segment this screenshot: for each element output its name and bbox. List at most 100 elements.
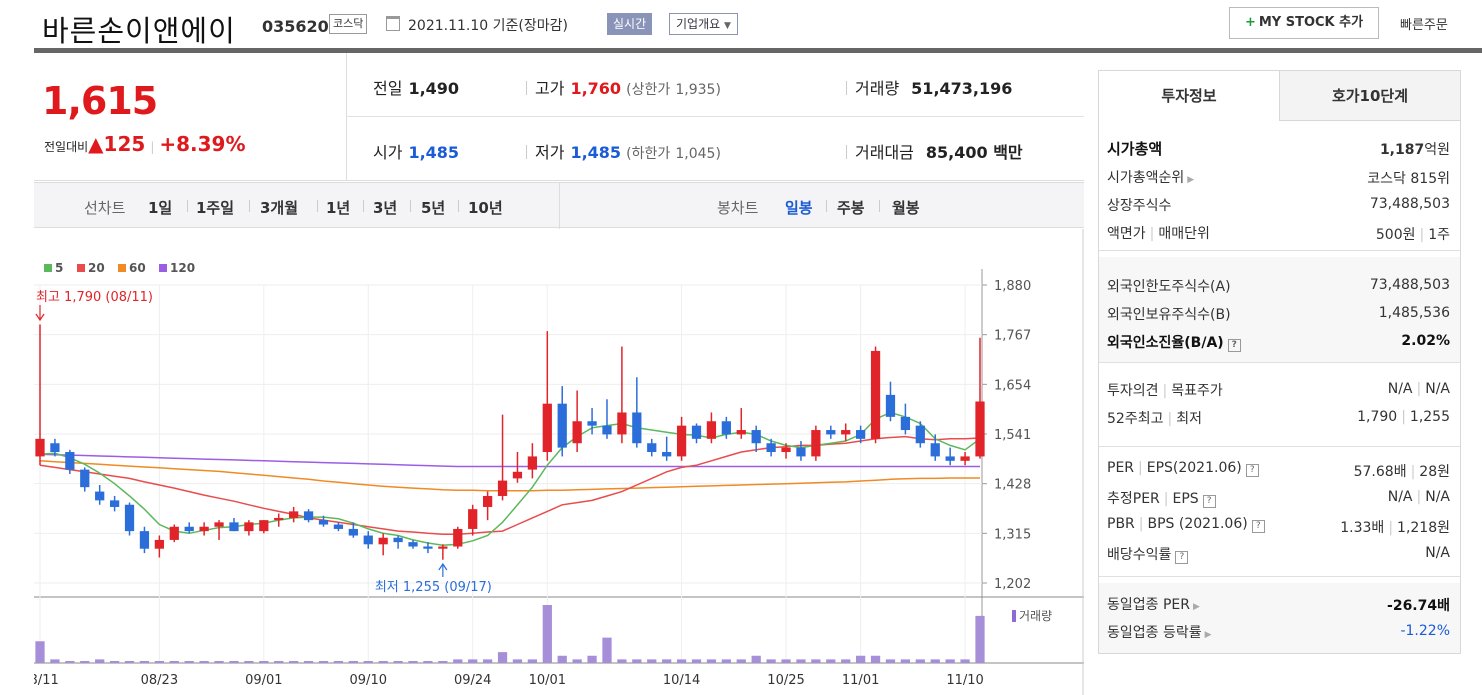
- volume-bar: [527, 659, 538, 663]
- chart-svg: 08/11 08/23 09/01 09/10 09/24 10/01 10/14 10/25…: [21, 229, 1084, 695]
- dividend-label: 배당수익률?: [1107, 544, 1189, 564]
- tab-investment-info[interactable]: 투자정보: [1099, 71, 1279, 121]
- candle-body: [632, 412, 642, 444]
- par-unit-value: 500원 | 1주: [1375, 227, 1450, 243]
- volume-bar: [259, 661, 269, 663]
- tab-10year[interactable]: 10년: [468, 199, 503, 217]
- rank-label: 시가총액순위 ▶: [1107, 170, 1195, 186]
- quick-order-link[interactable]: 빠른주문: [1400, 18, 1448, 33]
- volume-legend-label: 거래량: [1019, 609, 1052, 623]
- help-icon[interactable]: ?: [1202, 495, 1216, 508]
- market-cap-label: 시가총액: [1107, 140, 1163, 158]
- help-icon[interactable]: ?: [1227, 339, 1241, 352]
- candle-body: [706, 421, 717, 439]
- corp-info-dropdown[interactable]: 기업개요 ▼: [669, 13, 738, 35]
- volume-bar: [512, 659, 523, 663]
- opinion-group: 투자의견 | 목표주가 N/A | N/A 52주최고 | 최저 1,790 | 1,255: [1099, 369, 1460, 447]
- candle-chart[interactable]: 08/11 08/23 09/01 09/10 09/24 10/01 10/14 10/25…: [21, 229, 1084, 695]
- current-price: 1,615: [42, 79, 158, 123]
- line-chart-label: 선차트: [84, 199, 126, 217]
- volume-bar: [423, 661, 433, 663]
- help-icon[interactable]: ?: [1245, 464, 1259, 477]
- candle-body: [453, 528, 463, 547]
- candle-body: [751, 430, 761, 444]
- volume-bar: [169, 661, 179, 663]
- volume-legend-swatch: [1012, 610, 1016, 622]
- candle-body: [50, 443, 60, 453]
- tab-monthly[interactable]: 월봉: [892, 199, 920, 217]
- y-tick-label: 1,880: [994, 279, 1031, 294]
- candle-body: [482, 495, 493, 507]
- market-badge: 코스닥: [329, 14, 368, 34]
- candle-body: [423, 546, 433, 549]
- candle-body: [363, 535, 373, 545]
- tab-1year[interactable]: 1년: [326, 199, 351, 217]
- candle-body: [199, 526, 209, 532]
- help-icon[interactable]: ?: [1175, 551, 1189, 564]
- candle-body: [542, 403, 552, 453]
- x-tick-label: 08/11: [34, 673, 59, 688]
- price-summary: 1,615 전일대비▲125 | +8.39% 전일 1,490 고가 1,760 (상…: [34, 53, 1084, 181]
- volume-bar: [95, 659, 105, 663]
- realtime-button[interactable]: 실시간: [607, 13, 653, 35]
- tab-daily[interactable]: 일봉: [785, 199, 813, 217]
- eper-label: 추정PER | EPS?: [1107, 488, 1216, 508]
- volume-bar: [751, 655, 761, 663]
- help-icon[interactable]: ?: [1251, 520, 1265, 533]
- shares-value: 73,488,503: [1369, 196, 1450, 212]
- volume-bar: [945, 659, 955, 663]
- volume-bar: [393, 661, 403, 663]
- trade-amount: 거래대금 85,400 백만: [846, 139, 1023, 163]
- tab-3month[interactable]: 3개월: [260, 199, 299, 217]
- foreign-hold-value: 1,485,536: [1378, 305, 1450, 321]
- chevron-down-icon: ▼: [724, 21, 731, 31]
- sector-per-value: -26.74배: [1387, 598, 1450, 614]
- tab-3year[interactable]: 3년: [373, 199, 398, 217]
- foreign-ratio-label: 외국인소진율(B/A)?: [1107, 332, 1241, 352]
- volume-bar: [900, 659, 911, 663]
- candle-body: [826, 430, 836, 435]
- volume-bar: [363, 661, 373, 663]
- x-tick-label: 11/10: [946, 673, 983, 688]
- low-annotation: 최저 1,255 (09/17): [375, 580, 492, 595]
- y-tick-label: 1,202: [994, 577, 1031, 592]
- pbr-value: 1.33배 | 1,218원: [1340, 520, 1450, 536]
- volume-bar: [124, 661, 135, 663]
- tab-1day[interactable]: 1일: [148, 199, 173, 217]
- candle-body: [497, 480, 508, 496]
- par-unit-label: 액면가 | 매매단위: [1107, 226, 1210, 242]
- volume-bar: [35, 641, 45, 663]
- stock-name: 바른손이앤에이: [42, 14, 236, 48]
- legend-swatch: [159, 264, 167, 272]
- volume-bar: [662, 659, 672, 663]
- x-tick-label: 10/01: [529, 673, 566, 688]
- my-stock-add-button[interactable]: + MY STOCK 추가: [1229, 7, 1379, 39]
- dividend-value: N/A: [1425, 545, 1450, 561]
- volume-bar: [930, 659, 940, 663]
- change-percent: +8.39%: [159, 132, 246, 156]
- plus-icon: +: [1244, 15, 1256, 30]
- volume-bar: [214, 661, 224, 663]
- candle-body: [721, 421, 731, 435]
- volume-bar: [154, 661, 164, 663]
- volume-bar: [796, 659, 806, 663]
- stock-header: 바른손이앤에이 035620 코스닥 2021.11.10 기준(장마감) 실시…: [0, 0, 1482, 50]
- volume-bar: [870, 655, 881, 663]
- sector-group: 동일업종 PER ▶ -26.74배 동일업종 등락률 ▶ -1.22%: [1099, 583, 1460, 653]
- tab-1week[interactable]: 1주일: [196, 199, 235, 217]
- tab-weekly[interactable]: 주봉: [837, 199, 865, 217]
- volume-bar: [80, 661, 90, 663]
- y-tick-label: 1,654: [994, 378, 1031, 393]
- volume-bar: [408, 661, 418, 663]
- candle-body: [214, 522, 224, 527]
- tab-5year[interactable]: 5년: [421, 199, 446, 217]
- candle-body: [691, 425, 702, 439]
- tab-hoga-10[interactable]: 호가10단계: [1279, 71, 1460, 121]
- volume-bar: [109, 661, 120, 663]
- volume-bar: [65, 661, 75, 663]
- candle-body: [274, 517, 284, 521]
- volume-bar: [378, 661, 388, 663]
- candle-body: [512, 471, 523, 479]
- candle-body: [318, 520, 329, 525]
- candle-body: [975, 401, 985, 457]
